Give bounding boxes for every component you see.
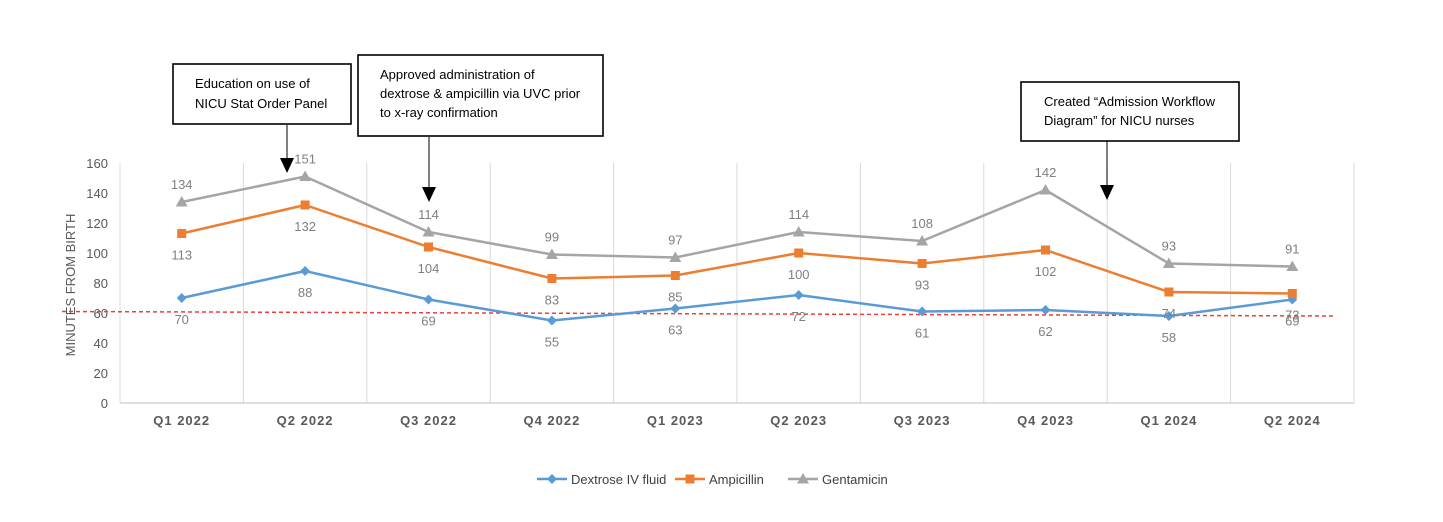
annotation-text: NICU Stat Order Panel [195, 96, 327, 111]
annotation-box [1021, 82, 1239, 141]
data-label: 93 [915, 278, 929, 293]
line-chart: 0 20 40 60 80 100 120 140 160 MINUTES FROM BIRTH Q… [0, 0, 1443, 522]
data-point [177, 229, 186, 238]
y-tick-label: 40 [94, 336, 108, 351]
annotations: Education on use of NICU Stat Order Panel… [173, 55, 1239, 202]
y-tick-label: 120 [86, 216, 108, 231]
data-point [1040, 184, 1052, 195]
legend: Dextrose IV fluid Ampicillin Gentamicin [537, 472, 888, 487]
data-label: 132 [294, 219, 316, 234]
data-label: 114 [788, 207, 809, 222]
x-tick-label: Q4 2022 [523, 413, 580, 428]
legend-label: Dextrose IV fluid [571, 472, 666, 487]
data-label: 72 [791, 309, 805, 324]
x-tick-label: Q2 2022 [277, 413, 334, 428]
data-point [794, 249, 803, 258]
data-label: 74 [1162, 306, 1176, 321]
y-tick-label: 100 [86, 246, 108, 261]
annotation-arrow-head [1100, 185, 1114, 200]
legend-marker [686, 475, 695, 484]
data-point [547, 274, 556, 283]
data-label: 142 [1035, 165, 1057, 180]
data-label: 83 [545, 293, 559, 308]
data-point [424, 243, 433, 252]
x-tick-label: Q2 2023 [770, 413, 827, 428]
data-point [300, 266, 310, 276]
data-point [547, 316, 557, 326]
data-label: 61 [915, 326, 929, 341]
x-tick-label: Q1 2024 [1140, 413, 1197, 428]
data-label: 55 [545, 335, 559, 350]
data-point [1164, 288, 1173, 297]
data-label: 69 [421, 314, 435, 329]
annotation-box [173, 64, 351, 124]
x-tick-label: Q3 2022 [400, 413, 457, 428]
annotation-text: Education on use of [195, 76, 310, 91]
data-label: 134 [171, 177, 193, 192]
data-point [670, 304, 680, 314]
data-point [1041, 305, 1051, 315]
data-point [794, 290, 804, 300]
data-label: 91 [1285, 242, 1299, 257]
gridlines [120, 163, 1354, 403]
data-labels: 70 88 69 55 63 72 61 62 58 69 113 132 104 83 85 100 93 10… [171, 152, 1300, 350]
y-tick-label: 60 [94, 306, 108, 321]
data-label: 102 [1035, 264, 1057, 279]
data-label: 62 [1038, 324, 1052, 339]
data-point [301, 201, 310, 210]
x-tick-label: Q1 2023 [647, 413, 704, 428]
x-tick-label: Q2 2024 [1264, 413, 1321, 428]
y-tick-label: 160 [86, 156, 108, 171]
data-label: 88 [298, 285, 312, 300]
data-label: 114 [418, 207, 439, 222]
data-label: 151 [294, 152, 316, 167]
legend-label: Ampicillin [709, 472, 764, 487]
data-label: 108 [911, 216, 933, 231]
annotation-text: to x-ray confirmation [380, 105, 498, 120]
data-point [1041, 246, 1050, 255]
x-tick-label: Q1 2022 [153, 413, 210, 428]
data-point [177, 293, 187, 303]
data-label: 104 [418, 261, 440, 276]
axes: 0 20 40 60 80 100 120 140 160 MINUTES FROM BIRTH Q… [63, 156, 1354, 428]
data-point [918, 259, 927, 268]
y-axis-title: MINUTES FROM BIRTH [63, 214, 78, 357]
data-point [671, 271, 680, 280]
data-point [1288, 289, 1297, 298]
y-tick-label: 0 [101, 396, 108, 411]
data-label: 58 [1162, 330, 1176, 345]
y-tick-label: 80 [94, 276, 108, 291]
data-label: 70 [174, 312, 188, 327]
annotation-arrow-head [422, 187, 436, 202]
data-label: 93 [1162, 239, 1176, 254]
annotation-text: Created “Admission Workflow [1044, 94, 1216, 109]
legend-label: Gentamicin [822, 472, 888, 487]
x-tick-label: Q3 2023 [894, 413, 951, 428]
data-label: 85 [668, 290, 682, 305]
annotation-arrow-head [280, 158, 294, 173]
data-label: 63 [668, 323, 682, 338]
legend-marker [547, 474, 557, 484]
y-tick-label: 20 [94, 366, 108, 381]
data-label: 97 [668, 233, 682, 248]
data-point [299, 171, 311, 182]
annotation-text: Diagram” for NICU nurses [1044, 113, 1195, 128]
x-tick-label: Q4 2023 [1017, 413, 1074, 428]
data-label: 99 [545, 230, 559, 245]
data-label: 73 [1285, 308, 1299, 323]
y-tick-label: 140 [86, 186, 108, 201]
annotation-text: dextrose & ampicillin via UVC prior [380, 86, 581, 101]
data-label: 100 [788, 267, 810, 282]
annotation-text: Approved administration of [380, 67, 535, 82]
data-point [424, 295, 434, 305]
data-label: 113 [171, 248, 192, 263]
